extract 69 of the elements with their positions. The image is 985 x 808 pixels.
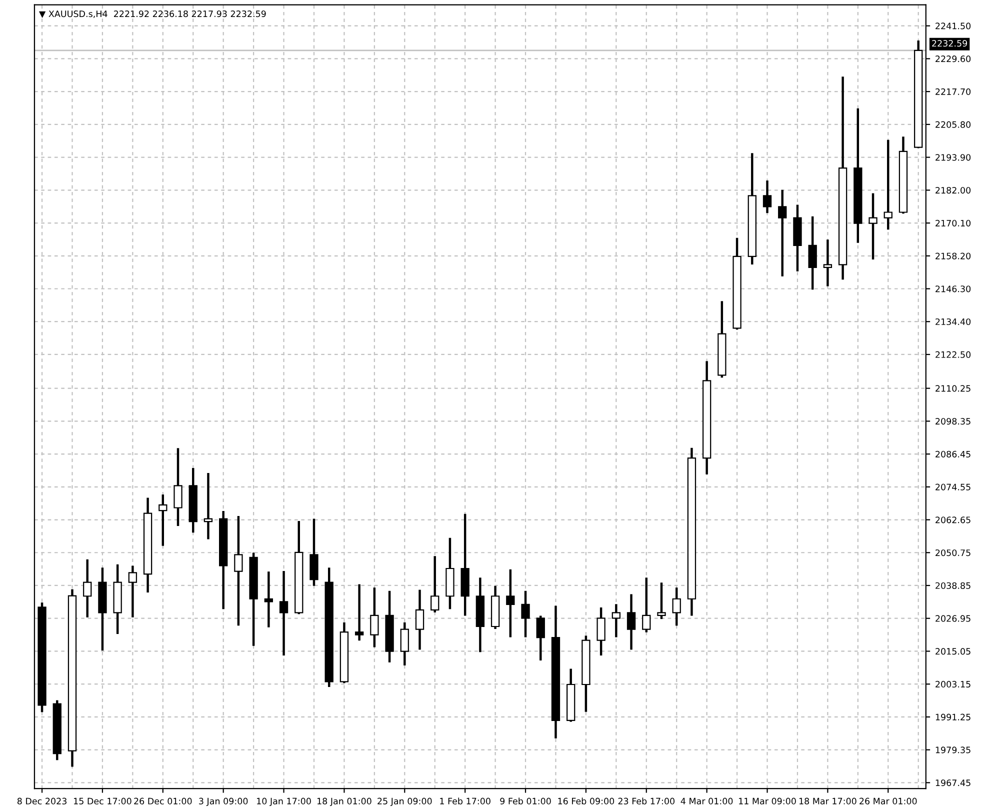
candlestick: [506, 568, 515, 638]
y-tick-label: 2182.00: [936, 186, 971, 194]
candlestick: [762, 179, 772, 214]
candlestick: [158, 493, 168, 547]
candlestick: [823, 238, 832, 288]
y-tick-label: 1991.25: [936, 714, 970, 720]
candlestick: [174, 446, 182, 528]
x-tick-label: 8 Dec 2023: [17, 798, 66, 804]
candlestick: [808, 215, 817, 291]
ref-line-label: 2232.59: [932, 40, 968, 47]
y-tick-label: 2170.10: [936, 220, 971, 226]
x-tick-label: 26 Mar 01:00: [860, 798, 917, 804]
candlestick: [612, 603, 620, 638]
y-tick-label: 2062.65: [936, 516, 970, 524]
y-tick-label: 2086.45: [936, 450, 970, 458]
x-tick-label: 18 Mar 17:00: [799, 798, 856, 804]
candlestick: [868, 192, 878, 261]
candlestick: [415, 588, 424, 651]
y-tick-label: 1967.45: [936, 780, 970, 786]
y-tick-label: 2015.05: [936, 648, 970, 655]
x-tick-label: 18 Jan 01:00: [317, 798, 372, 806]
candlestick: [234, 514, 243, 627]
candlestick: [521, 590, 530, 638]
candlestick: [83, 558, 92, 618]
candlestick: [279, 570, 288, 657]
x-tick-label: 9 Feb 01:00: [500, 798, 551, 804]
y-tick-label: 2003.15: [936, 680, 970, 688]
x-tick-label: 1 Feb 17:00: [440, 798, 490, 804]
y-tick-label: 2050.75: [936, 549, 970, 556]
candlestick: [884, 138, 892, 231]
y-tick-label: 1979.35: [936, 746, 970, 754]
x-tick-label: 16 Feb 09:00: [558, 798, 614, 804]
x-tick-label: 10 Jan 17:00: [257, 798, 311, 806]
candlestick: [354, 583, 364, 642]
y-tick-label: 2158.20: [936, 252, 971, 260]
x-tick-label: 11 Mar 09:00: [739, 798, 796, 804]
candlestick: [430, 554, 440, 614]
y-tick-label: 2146.30: [936, 286, 971, 292]
y-tick-label: 2241.50: [936, 22, 971, 30]
candlestick: [778, 188, 787, 278]
x-tick-label: 23 Feb 17:00: [618, 798, 675, 804]
x-tick-label: 15 Dec 17:00: [74, 798, 132, 804]
candlestick: [536, 614, 545, 662]
y-tick-label: 2217.70: [936, 88, 971, 96]
candlestick: [128, 564, 138, 618]
y-tick-label: 2205.80: [936, 121, 971, 128]
y-tick-label: 2229.60: [936, 56, 971, 62]
candlestick: [370, 586, 379, 648]
y-tick-label: 2038.85: [936, 582, 970, 589]
y-tick-label: 2098.35: [936, 418, 970, 425]
candlestick: [626, 593, 636, 651]
candlestick: [264, 570, 273, 628]
candlestick: [204, 472, 213, 540]
x-tick-label: 26 Dec 01:00: [134, 798, 192, 804]
candlestick: [596, 606, 606, 657]
y-tick-label: 2134.40: [936, 318, 971, 326]
y-tick-label: 2110.25: [936, 385, 970, 392]
y-tick-label: 2026.95: [936, 615, 970, 622]
y-tick-label: 2074.55: [936, 484, 970, 490]
x-tick-label: 3 Jan 09:00: [199, 798, 248, 806]
x-tick-label: 25 Jan 09:00: [378, 798, 432, 806]
x-tick-label: 4 Mar 01:00: [680, 798, 733, 804]
candlestick: [672, 586, 681, 627]
candlestick: [642, 576, 651, 634]
y-tick-label: 2122.50: [936, 351, 971, 358]
candlestick: [657, 581, 666, 620]
candlestick: [400, 621, 409, 667]
text: ▼ XAUUSD.s,H4 2221.92 2236.18 2217.93 2232.59: [38, 10, 266, 18]
y-tick-label: 2193.90: [936, 154, 971, 161]
